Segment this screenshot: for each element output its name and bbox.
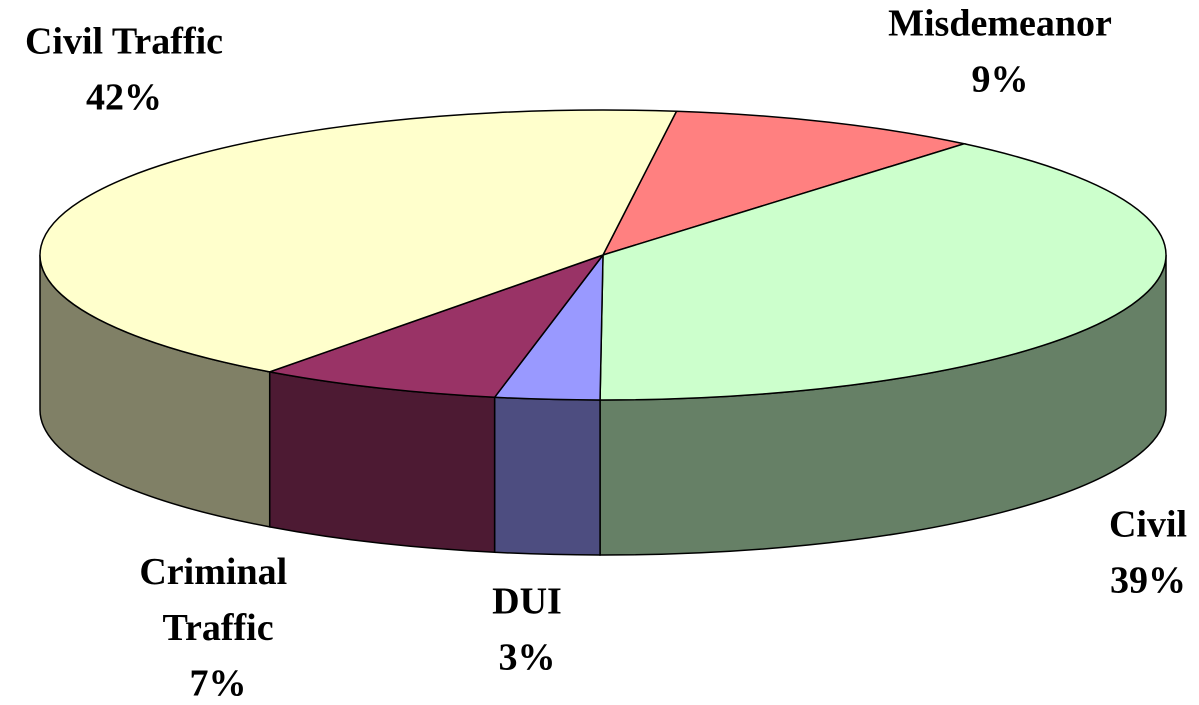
slice-value-label: 3% — [499, 637, 556, 679]
pie-slice — [266, 253, 606, 399]
pie-side — [493, 396, 601, 556]
slice-value-label: 42% — [86, 77, 162, 119]
slice-value-label: 9% — [972, 59, 1029, 101]
pie-slice — [39, 109, 678, 373]
label-line: Criminal — [139, 551, 296, 593]
slice-value-label: 7% — [190, 663, 247, 705]
slice-value-label: 39% — [1110, 560, 1186, 602]
slice-label: DUI — [492, 581, 562, 623]
pie-slice — [601, 110, 968, 257]
pie-side — [268, 370, 496, 554]
slice-label: Civil Traffic — [25, 21, 223, 63]
pie-slice — [599, 142, 1167, 401]
slice-label: Misdemeanor — [888, 3, 1112, 45]
label-line: Traffic — [162, 607, 273, 649]
slice-label: Criminal Traffic — [139, 551, 296, 649]
slice-label: Civil — [1109, 504, 1187, 546]
